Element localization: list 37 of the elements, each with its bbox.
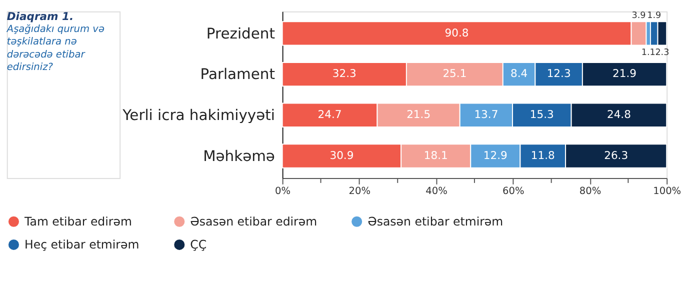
- x-tick-label: 40%: [426, 186, 448, 198]
- y-tick-label: Yerli icra hakimiyyəti: [122, 107, 275, 124]
- x-tick-label: 100%: [653, 186, 682, 198]
- y-tick-label: Məhkəmə: [203, 148, 275, 165]
- data-label: 24.8: [606, 108, 632, 122]
- data-label: 15.3: [530, 108, 554, 122]
- data-label: 21.5: [406, 108, 431, 122]
- data-label: 18.1: [424, 148, 448, 162]
- data-label: 12.9: [483, 148, 508, 162]
- x-tick-label: 60%: [502, 186, 524, 198]
- data-label: 3.9: [632, 10, 646, 21]
- data-label: 1.1: [641, 48, 656, 58]
- data-label: 25.1: [442, 67, 467, 80]
- x-tick-label: 80%: [579, 186, 602, 198]
- data-label: 13.7: [474, 108, 498, 122]
- data-label: 24.7: [318, 108, 342, 122]
- y-tick-label: Parlament: [200, 66, 276, 84]
- data-label: 26.3: [604, 148, 628, 162]
- data-label: 21.9: [612, 67, 637, 80]
- data-label: 2.3: [655, 48, 670, 58]
- legend-label: Heç etibar etmirəm: [24, 238, 140, 252]
- data-label: 1.9: [647, 10, 662, 21]
- legend-label: ÇÇ: [190, 238, 207, 252]
- text: Diaqram 1.: [6, 10, 74, 24]
- legend-label: Əsasən etibar etmirəm: [368, 214, 504, 229]
- x-tick-label: 20%: [348, 186, 371, 198]
- data-label: 11.8: [530, 148, 555, 162]
- data-label: 90.8: [444, 26, 469, 40]
- legend-label: Əsasən etibar edirəm: [190, 214, 318, 229]
- data-label: 32.3: [332, 67, 356, 80]
- x-tick-label: 0%: [275, 186, 291, 198]
- data-label: 12.3: [546, 67, 571, 80]
- text: Aşağıdakı qurum və təşkilatlara nə dərəcədə etibar edirsiniz?: [6, 24, 105, 74]
- y-tick-label: Prezident: [206, 25, 276, 42]
- legend-label: Tam etibar edirəm: [24, 214, 132, 229]
- data-label: 30.9: [330, 148, 354, 162]
- data-label: 8.4: [510, 67, 528, 80]
